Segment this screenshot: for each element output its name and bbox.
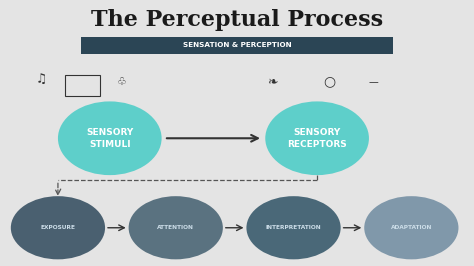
Text: INTERPRETATION: INTERPRETATION xyxy=(266,225,321,230)
Text: The Perceptual Process: The Perceptual Process xyxy=(91,9,383,31)
Text: ♫: ♫ xyxy=(36,73,47,86)
Text: ADAPTATION: ADAPTATION xyxy=(391,225,432,230)
Text: ❧: ❧ xyxy=(267,75,278,88)
Text: —: — xyxy=(369,77,379,87)
Ellipse shape xyxy=(265,101,369,175)
Text: SENSORY
RECEPTORS: SENSORY RECEPTORS xyxy=(287,128,347,149)
Text: EXPOSURE: EXPOSURE xyxy=(40,225,75,230)
Ellipse shape xyxy=(58,101,162,175)
Text: SENSATION & PERCEPTION: SENSATION & PERCEPTION xyxy=(182,42,292,48)
Text: ATTENTION: ATTENTION xyxy=(157,225,194,230)
FancyBboxPatch shape xyxy=(82,37,392,54)
Ellipse shape xyxy=(11,196,105,259)
Text: ○: ○ xyxy=(323,75,335,89)
Ellipse shape xyxy=(364,196,458,259)
Text: SENSORY
STIMULI: SENSORY STIMULI xyxy=(86,128,133,149)
Ellipse shape xyxy=(128,196,223,259)
Text: ♧: ♧ xyxy=(117,77,127,87)
Ellipse shape xyxy=(246,196,341,259)
